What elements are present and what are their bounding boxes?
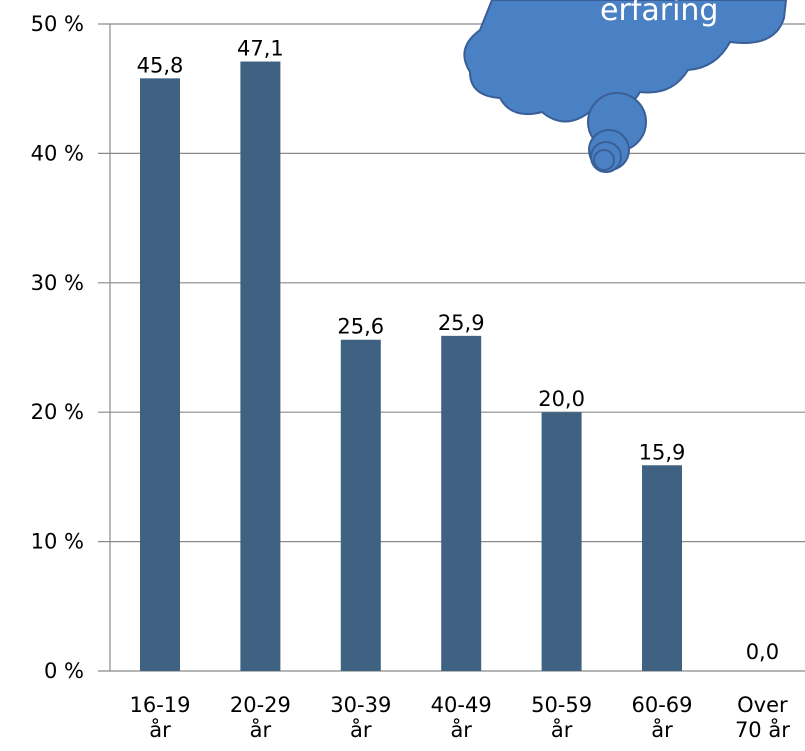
category-label: år <box>450 717 472 742</box>
data-label: 25,6 <box>337 315 384 339</box>
data-label: 20,0 <box>538 387 585 411</box>
x-axis-categories: 16-19år20-29år30-39år40-49år50-59år60-69… <box>129 693 790 742</box>
category-label: 16-19 <box>129 693 190 717</box>
data-label: 15,9 <box>639 440 686 464</box>
category-label: 20-29 <box>230 693 291 717</box>
data-label: 25,9 <box>438 311 485 335</box>
data-label: 47,1 <box>237 37 284 61</box>
y-tick-label: 10 % <box>31 530 84 554</box>
category-label: år <box>651 717 673 742</box>
category-label: år <box>250 717 272 742</box>
category-label: 70 år <box>735 717 790 742</box>
thought-bubble-tiny <box>593 149 615 171</box>
data-label: 45,8 <box>137 53 184 77</box>
category-label: 50-59 <box>531 693 592 717</box>
y-axis-ticks: 0 % 10 % 20 % 30 % 40 % 50 % <box>31 12 84 683</box>
y-tick-label: 50 % <box>31 12 84 36</box>
bar <box>340 339 381 671</box>
data-label: 0,0 <box>746 640 779 664</box>
category-label: 60-69 <box>631 693 692 717</box>
y-tick-label: 20 % <box>31 400 84 424</box>
y-tick-label: 40 % <box>31 141 84 165</box>
category-label: år <box>551 717 573 742</box>
bar <box>240 61 281 671</box>
y-tick-label: 0 % <box>44 659 84 683</box>
bars <box>140 61 682 671</box>
bar <box>541 412 582 671</box>
category-label: år <box>149 717 171 742</box>
category-label: Over <box>737 693 788 717</box>
bar <box>140 78 180 671</box>
data-labels: 45,8 47,1 25,6 25,9 20,0 15,9 0,0 <box>137 37 779 664</box>
callout-text: erfaring <box>600 0 718 28</box>
category-label: år <box>350 717 372 742</box>
thought-cloud-callout: erfaring <box>463 0 788 173</box>
y-tick-label: 30 % <box>31 271 84 295</box>
category-label: 30-39 <box>330 693 391 717</box>
bar <box>642 465 682 671</box>
category-label: 40-49 <box>431 693 492 717</box>
bar <box>441 335 482 671</box>
